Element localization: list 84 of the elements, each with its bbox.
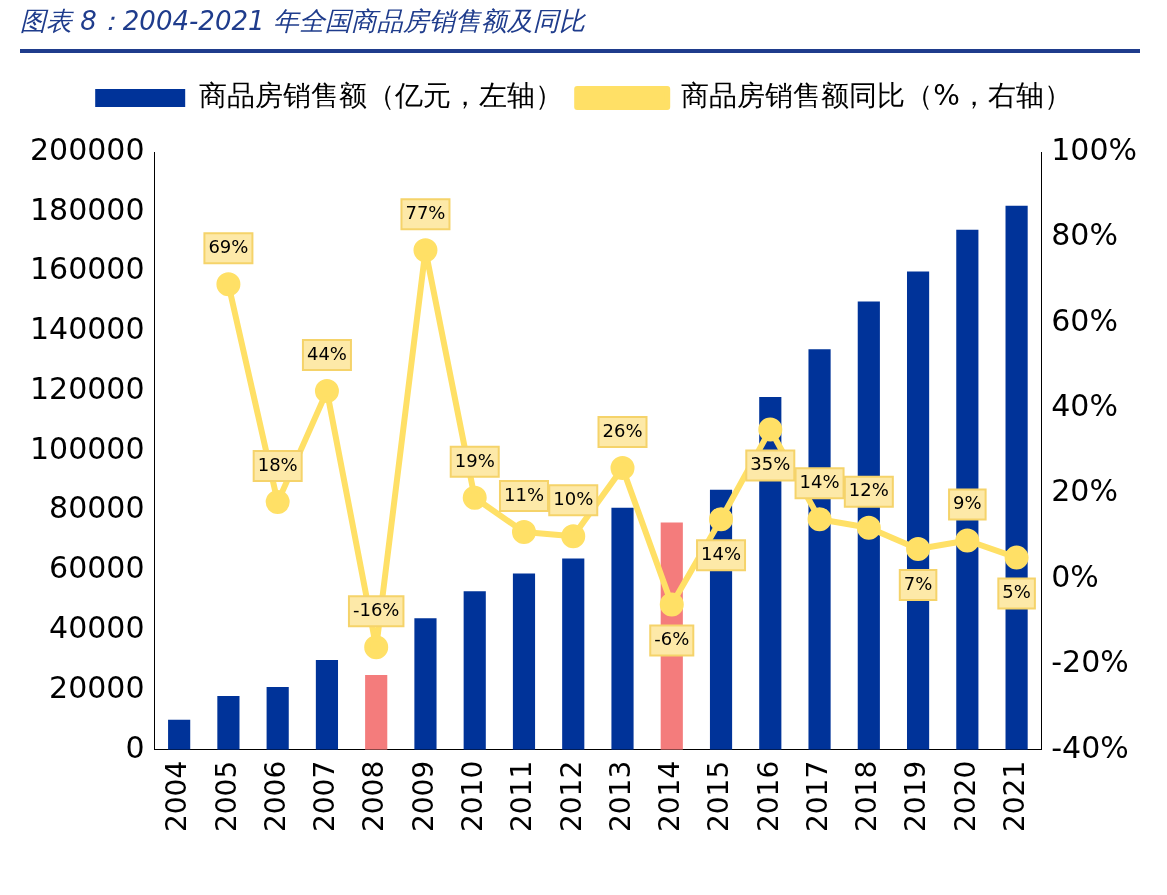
point (364, 635, 389, 660)
x-tick-label: 2017 (800, 760, 834, 833)
legend-label: 商品房销售额同比（%，右轴） (681, 79, 1072, 113)
y-tick-label: 160000 (29, 251, 145, 287)
data-label: 77% (405, 201, 446, 223)
point (758, 417, 783, 442)
y2-tick-label: -40% (1051, 729, 1129, 765)
y2-tick-label: 40% (1051, 387, 1118, 423)
bar (217, 695, 240, 750)
x-tick-label: 2009 (406, 760, 440, 833)
bar (512, 573, 536, 750)
bar (168, 719, 191, 750)
x-tick-label: 2013 (603, 760, 637, 833)
y-tick-label: 40000 (49, 609, 145, 645)
data-label: 14% (799, 470, 840, 492)
data-label: 26% (602, 419, 643, 441)
x-tick-label: 2019 (899, 760, 933, 833)
data-label: 7% (903, 572, 933, 594)
bar (611, 507, 634, 750)
data-label: 18% (257, 453, 298, 475)
y-tick-label: 20000 (49, 669, 145, 705)
y-tick-label: 100000 (29, 430, 145, 466)
data-label: 14% (701, 542, 742, 564)
point (709, 507, 734, 532)
chart-title: 图表 8：2004-2021 年全国商品房销售额及同比 (20, 4, 1140, 53)
x-tick-label: 2010 (456, 760, 489, 833)
point (955, 528, 980, 553)
data-label: 5% (1002, 581, 1031, 603)
y2-tick-label: 60% (1051, 302, 1118, 338)
data-label: -16% (352, 598, 400, 620)
data-label: 69% (208, 236, 249, 258)
x-tick-label: 2011 (505, 760, 539, 833)
point (216, 272, 241, 297)
point (856, 515, 881, 540)
point (807, 507, 832, 532)
bar (266, 686, 289, 750)
bar (315, 660, 339, 750)
point (462, 485, 487, 510)
y-tick-label: 60000 (49, 550, 145, 586)
x-tick-label: 2004 (160, 760, 194, 833)
bar (365, 675, 388, 750)
y-tick-label: 200000 (29, 131, 145, 167)
data-label: 19% (454, 449, 495, 471)
x-tick-label: 2008 (357, 760, 391, 833)
x-tick-label: 2012 (554, 760, 588, 833)
x-tick-label: 2016 (751, 760, 785, 833)
y-tick-label: 140000 (29, 311, 145, 347)
point (659, 592, 684, 617)
data-label: 9% (953, 492, 982, 514)
x-tick-label: 2005 (209, 760, 243, 833)
x-tick-label: 2014 (653, 760, 687, 833)
bar (463, 591, 486, 750)
y-tick-label: 0 (125, 729, 145, 765)
y-tick-label: 120000 (29, 370, 145, 406)
data-label: 44% (306, 342, 347, 364)
y2-tick-label: -20% (1051, 644, 1129, 680)
data-label: -6% (654, 628, 690, 650)
y2-tick-label: 100% (1051, 131, 1138, 167)
bar (562, 558, 585, 750)
x-tick-label: 2015 (702, 760, 736, 833)
y2-tick-label: 0% (1051, 558, 1099, 594)
x-tick-label: 2007 (308, 760, 342, 833)
bar (414, 618, 437, 750)
point (561, 524, 586, 549)
point (906, 537, 931, 562)
y2-tick-label: 20% (1051, 473, 1118, 509)
data-label: 11% (503, 483, 544, 505)
y-tick-label: 80000 (49, 490, 145, 526)
x-tick-label: 2021 (997, 760, 1031, 833)
y2-tick-label: 80% (1051, 217, 1118, 253)
point (314, 379, 339, 404)
point (265, 490, 290, 515)
point (413, 238, 438, 263)
x-tick-label: 2020 (948, 760, 982, 833)
data-label: 35% (750, 453, 791, 475)
x-tick-label: 2006 (258, 760, 292, 833)
y-tick-label: 180000 (29, 191, 145, 227)
point (1004, 545, 1029, 570)
point (610, 455, 635, 480)
point (511, 519, 536, 544)
legend-label: 商品房销售额（亿元，左轴） (199, 79, 564, 113)
data-label: 12% (848, 479, 889, 501)
data-label: 10% (553, 487, 594, 509)
x-tick-label: 2018 (850, 760, 884, 833)
